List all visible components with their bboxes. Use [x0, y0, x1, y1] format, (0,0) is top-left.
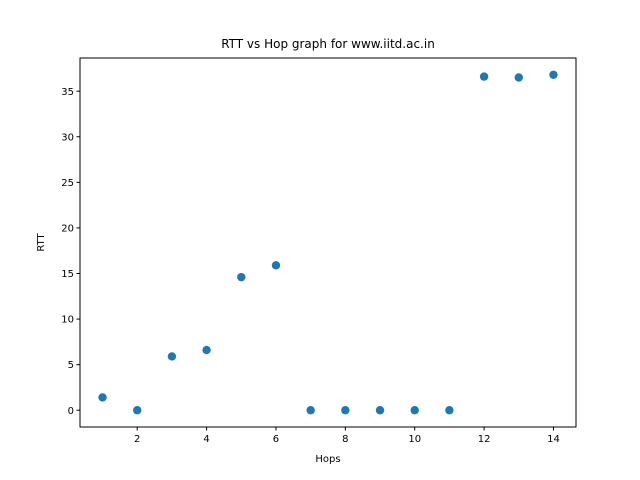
x-tick-label: 4 — [203, 434, 209, 445]
data-point — [271, 261, 281, 270]
x-tick-label: 12 — [478, 434, 491, 445]
y-axis-label: RTT — [36, 232, 47, 251]
data-point — [514, 73, 523, 82]
data-point — [375, 406, 385, 415]
data-point — [306, 406, 315, 415]
data-point — [341, 406, 350, 415]
data-point — [202, 345, 211, 355]
data-point — [237, 272, 246, 282]
data-point — [133, 406, 142, 415]
y-tick-label: 25 — [61, 178, 74, 189]
x-tick-label: 2 — [134, 434, 140, 445]
y-axis-ticks: 0 5 10 15 20 25 30 35 — [61, 87, 80, 417]
y-tick-label: 10 — [61, 315, 74, 326]
data-point — [479, 72, 489, 81]
x-tick-label: 8 — [342, 434, 348, 445]
y-tick-label: 20 — [61, 224, 74, 235]
x-tick-label: 10 — [408, 434, 421, 445]
data-points — [98, 70, 558, 415]
x-axis-label: Hops — [315, 454, 340, 465]
data-point — [410, 406, 419, 415]
x-tick-label: 14 — [547, 434, 560, 445]
plot-frame — [79, 57, 577, 428]
data-point — [98, 393, 107, 402]
data-point — [549, 70, 558, 79]
y-tick-label: 15 — [61, 269, 74, 280]
y-tick-label: 5 — [68, 360, 74, 371]
y-tick-label: 0 — [68, 406, 74, 417]
data-point — [167, 352, 177, 361]
chart-title: RTT vs Hop graph for www.iitd.ac.in — [221, 37, 435, 51]
x-axis-ticks: 2 4 6 8 10 12 14 — [134, 427, 560, 445]
y-tick-label: 35 — [61, 87, 74, 98]
y-tick-label: 30 — [61, 132, 74, 143]
data-point — [445, 406, 454, 415]
x-tick-label: 6 — [273, 434, 279, 445]
